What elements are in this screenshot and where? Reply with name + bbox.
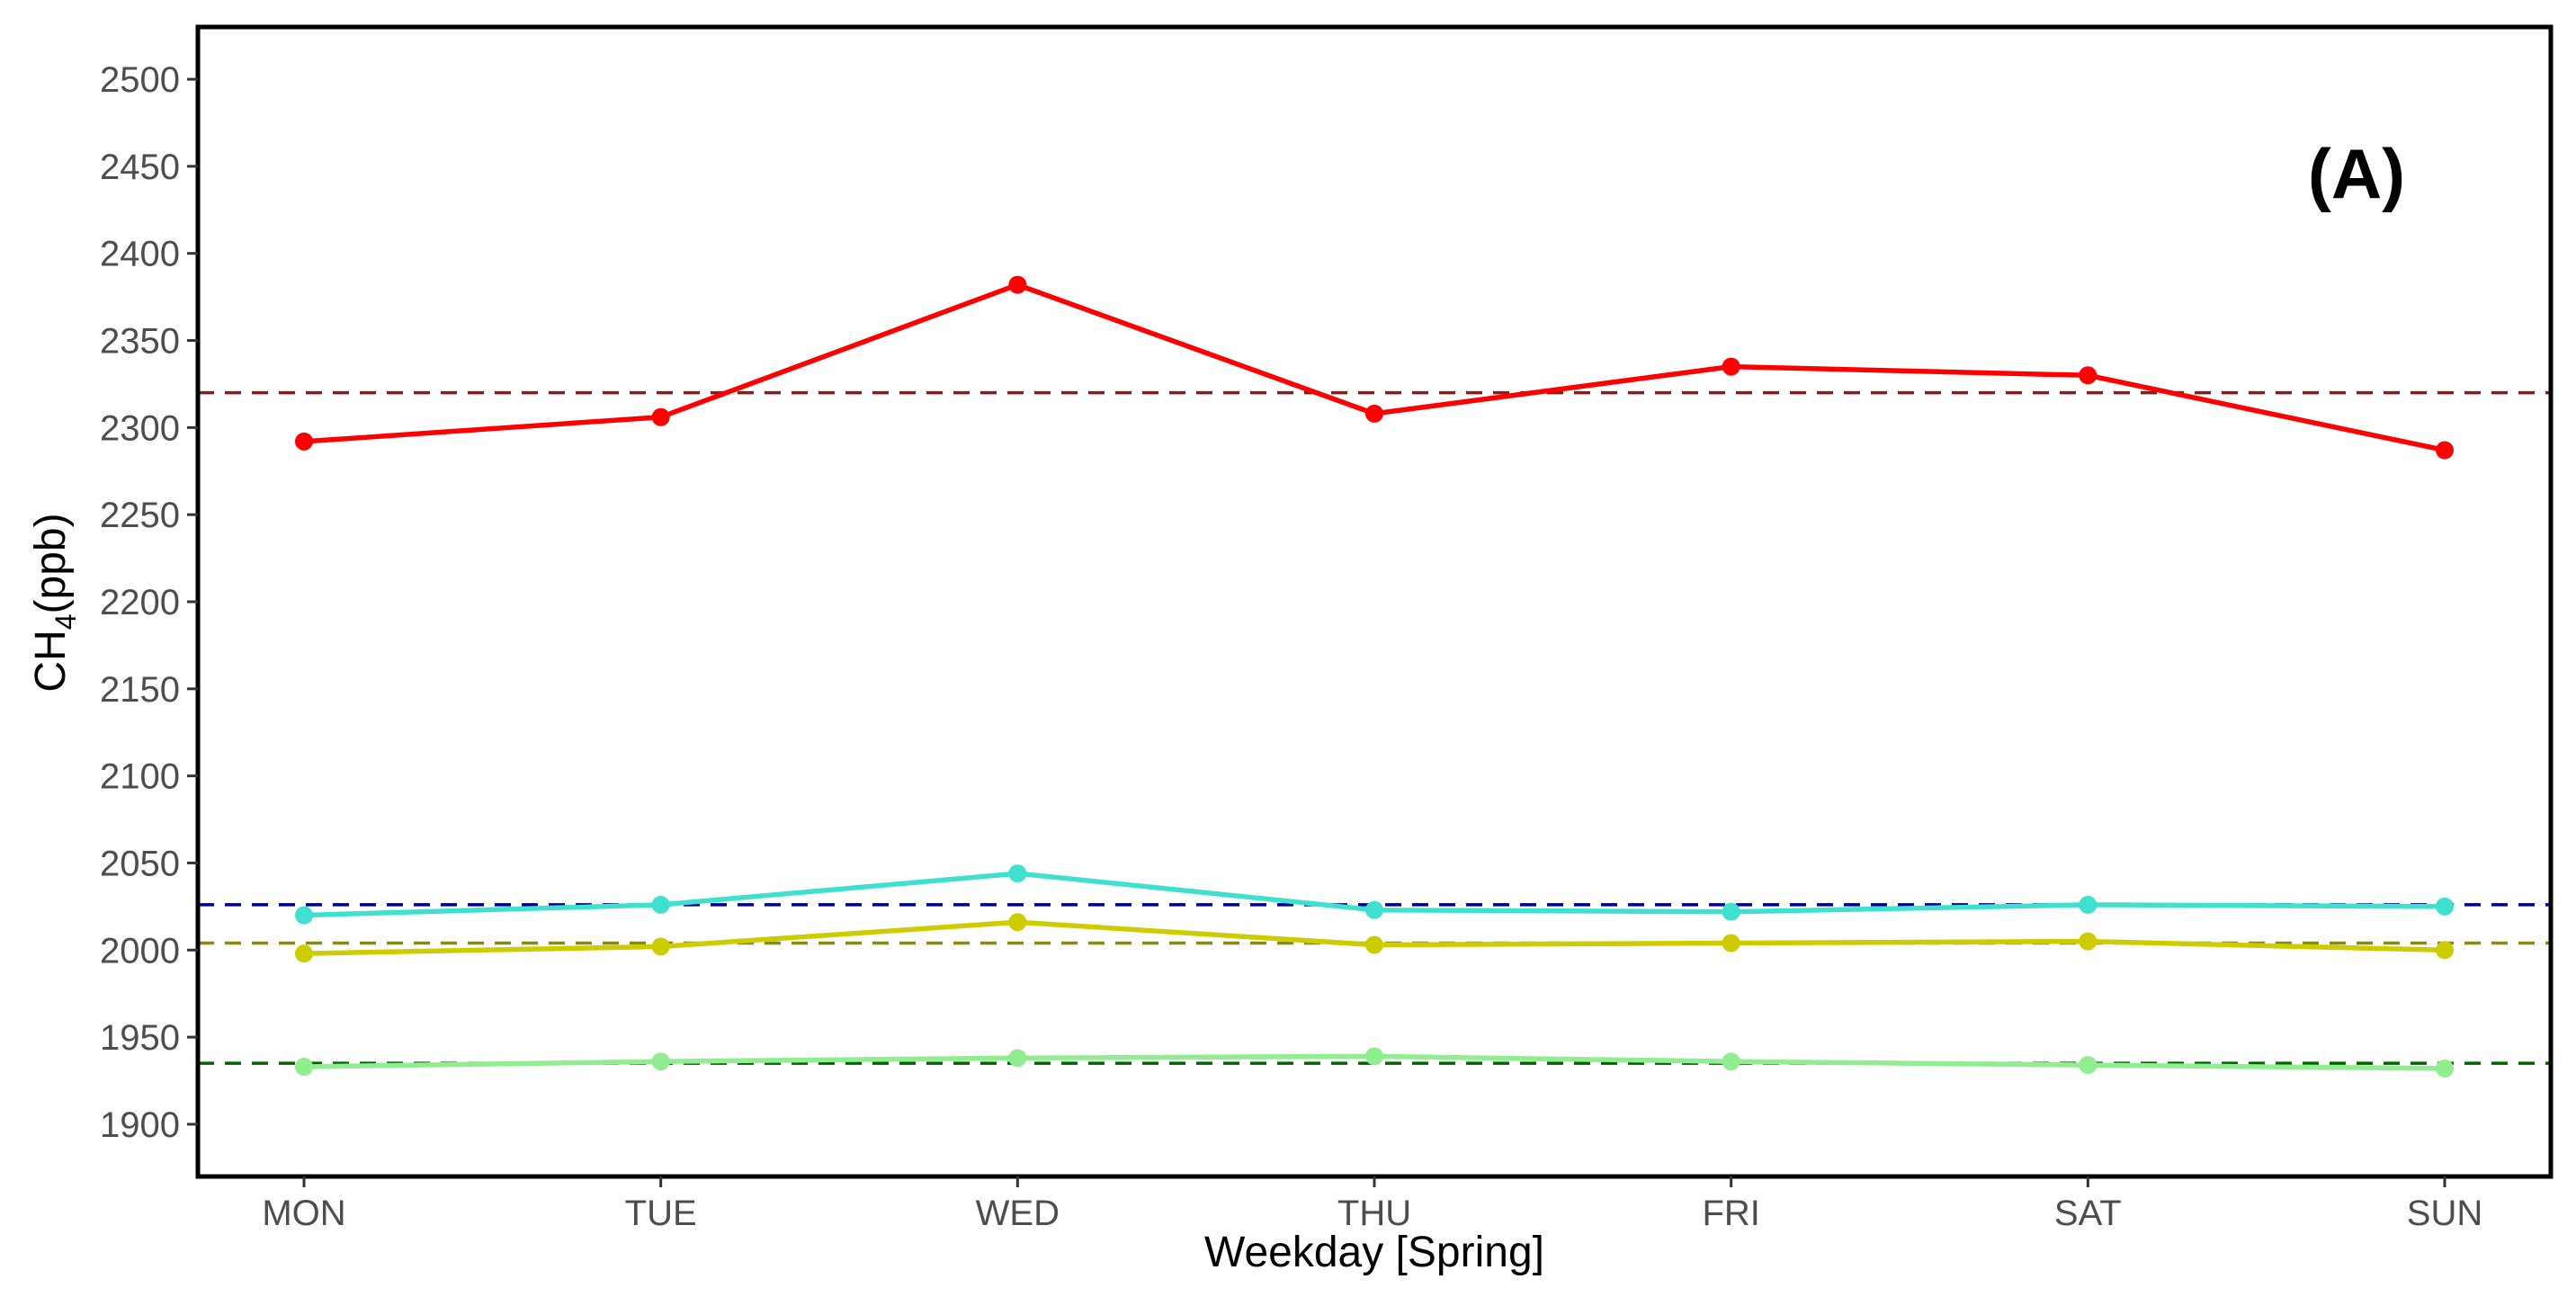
data-point <box>2436 1059 2454 1078</box>
y-tick-label: 2350 <box>100 322 180 362</box>
data-point <box>1722 357 1740 376</box>
data-point <box>1365 900 1383 919</box>
y-tick-label: 2000 <box>100 931 180 971</box>
y-axis-title-unit: (ppb) <box>27 513 75 613</box>
data-point <box>295 906 313 925</box>
x-tick-label: SAT <box>2054 1194 2122 1233</box>
data-point <box>1008 1049 1027 1068</box>
y-tick-label: 2150 <box>100 670 180 710</box>
data-point <box>1365 935 1383 954</box>
data-point <box>1008 275 1027 294</box>
data-point <box>295 432 313 451</box>
data-point <box>1365 1047 1383 1066</box>
y-tick-label: 2200 <box>100 583 180 622</box>
data-point <box>1722 1052 1740 1071</box>
plot-panel-border <box>195 24 2554 1179</box>
y-axis-title: CH4(ppb) <box>27 513 82 692</box>
y-tick-label: 2400 <box>100 235 180 274</box>
y-tick-label: 2050 <box>100 844 180 883</box>
data-point <box>1722 902 1740 921</box>
data-point <box>651 407 670 426</box>
y-tick-label: 2300 <box>100 408 180 448</box>
y-tick-label: 2250 <box>100 496 180 535</box>
data-point <box>2436 897 2454 916</box>
data-point <box>2079 895 2097 914</box>
y-tick-label: 1950 <box>100 1018 180 1058</box>
y-axis-title-subscript: 4 <box>49 613 82 630</box>
data-point <box>295 944 313 963</box>
panel-label: (A) <box>2308 134 2405 213</box>
data-point <box>651 1052 670 1071</box>
y-tick-label: 2100 <box>100 757 180 797</box>
series-0 <box>295 275 2454 460</box>
data-point <box>2079 366 2097 385</box>
series-2 <box>295 913 2454 963</box>
x-axis: MON TUE WED THU FRI SAT SUN <box>262 1176 2482 1233</box>
data-point <box>2436 941 2454 960</box>
x-tick-label: THU <box>1337 1194 1411 1233</box>
series-layer <box>295 275 2454 1078</box>
data-point <box>1722 934 1740 953</box>
data-point <box>2079 1056 2097 1075</box>
data-point <box>2079 932 2097 951</box>
data-point <box>651 895 670 914</box>
y-tick-label: 2450 <box>100 148 180 187</box>
series-1 <box>295 864 2454 925</box>
series-3 <box>295 1047 2454 1078</box>
data-point <box>1008 913 1027 932</box>
y-axis: 1900 1950 2000 2050 2100 2150 2200 2250 2300 2350… <box>100 60 198 1145</box>
y-axis-title-main: CH <box>27 630 75 692</box>
data-point <box>2436 441 2454 460</box>
y-tick-label: 2500 <box>100 60 180 100</box>
y-tick-label: 1900 <box>100 1105 180 1145</box>
data-point <box>1008 864 1027 883</box>
x-axis-title: Weekday [Spring] <box>1204 1229 1544 1276</box>
x-tick-label: FRI <box>1702 1194 1759 1233</box>
data-point <box>1365 404 1383 423</box>
reference-lines <box>198 390 2551 1065</box>
x-tick-label: TUE <box>625 1194 697 1233</box>
x-tick-label: MON <box>262 1194 345 1233</box>
data-point <box>651 937 670 956</box>
x-tick-label: SUN <box>2407 1194 2482 1233</box>
series-line <box>303 282 2446 453</box>
x-tick-label: WED <box>976 1194 1060 1233</box>
data-point <box>295 1058 313 1077</box>
